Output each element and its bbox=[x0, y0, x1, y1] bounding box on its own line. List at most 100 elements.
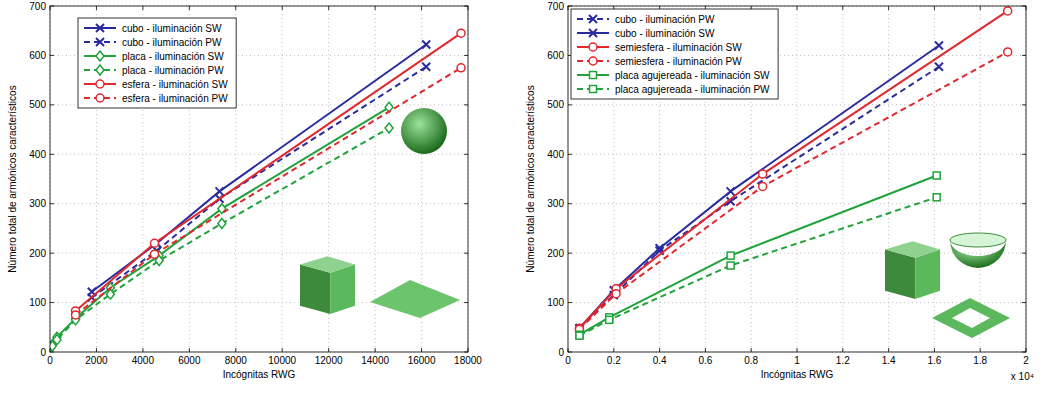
tick-label: 8000 bbox=[225, 355, 248, 366]
legend-label: placa agujereada - iluminación SW bbox=[615, 70, 770, 81]
marker bbox=[422, 63, 430, 71]
panel: 00.20.40.60.811.21.41.61.820100200300400… bbox=[525, 1, 1034, 383]
icon-sphere bbox=[401, 108, 447, 154]
legend-marker bbox=[590, 72, 597, 79]
tick-label: 0 bbox=[40, 347, 46, 358]
tick-label: 16000 bbox=[408, 355, 436, 366]
tick bbox=[934, 348, 935, 352]
tick-label: 2000 bbox=[85, 355, 108, 366]
tick-label: 12000 bbox=[315, 355, 343, 366]
tick bbox=[464, 104, 468, 105]
icon-cube bbox=[885, 250, 915, 300]
marker bbox=[576, 332, 583, 339]
icon-cube bbox=[300, 256, 355, 273]
tick-label: 0.4 bbox=[653, 355, 667, 366]
tick bbox=[142, 6, 143, 10]
series-line bbox=[579, 11, 1007, 328]
axis-title: Número total de armónicos característico… bbox=[7, 85, 18, 272]
series-line bbox=[52, 128, 389, 346]
tick bbox=[1022, 253, 1026, 254]
tick-label: 6000 bbox=[178, 355, 201, 366]
marker bbox=[727, 187, 735, 195]
tick bbox=[50, 55, 54, 56]
tick-label: 0 bbox=[565, 355, 571, 366]
grid-line bbox=[50, 55, 468, 56]
tick bbox=[705, 348, 706, 352]
series-line bbox=[579, 46, 939, 329]
legend-box bbox=[571, 9, 778, 99]
axes-frame bbox=[568, 6, 1026, 352]
grid-line bbox=[568, 203, 1026, 204]
marker bbox=[727, 262, 734, 269]
axis-title: Incógnitas RWG bbox=[223, 369, 296, 380]
tick bbox=[934, 6, 935, 10]
tick-label: 14000 bbox=[361, 355, 389, 366]
legend-label: placa - iluminación SW bbox=[122, 51, 224, 62]
legend-box bbox=[78, 18, 236, 108]
legend-marker bbox=[590, 86, 597, 93]
tick bbox=[980, 6, 981, 10]
tick bbox=[189, 6, 190, 10]
tick-label: 0 bbox=[47, 355, 53, 366]
grid-line bbox=[842, 6, 843, 352]
legend-label: cubo - iluminación PW bbox=[122, 37, 222, 48]
icon-hemisphere bbox=[950, 233, 1006, 247]
tick-label: 0 bbox=[558, 347, 564, 358]
icon-cube bbox=[885, 241, 940, 258]
grid-line bbox=[888, 6, 889, 352]
tick bbox=[142, 348, 143, 352]
legend-marker bbox=[589, 15, 597, 23]
marker bbox=[151, 239, 159, 247]
legend-label: esfera - iluminación SW bbox=[122, 79, 228, 90]
tick-label: 0.2 bbox=[607, 355, 621, 366]
tick bbox=[50, 203, 54, 204]
tick bbox=[375, 6, 376, 10]
icon-cube bbox=[330, 265, 355, 315]
legend-label: cubo - iluminación SW bbox=[122, 23, 222, 34]
legend-label: placa - iluminación PW bbox=[122, 65, 224, 76]
tick bbox=[96, 348, 97, 352]
tick bbox=[464, 154, 468, 155]
legend-label: semiesfera - iluminación SW bbox=[615, 42, 742, 53]
marker bbox=[72, 311, 80, 319]
marker bbox=[216, 187, 224, 195]
tick bbox=[1022, 203, 1026, 204]
tick-label: 100 bbox=[29, 297, 46, 308]
legend-marker bbox=[589, 43, 597, 51]
marker bbox=[606, 316, 613, 323]
grid-line bbox=[50, 253, 468, 254]
grid-line bbox=[50, 154, 468, 155]
tick-label: 4000 bbox=[132, 355, 155, 366]
tick bbox=[421, 6, 422, 10]
tick bbox=[568, 253, 572, 254]
tick-label: 100 bbox=[547, 297, 564, 308]
tick bbox=[568, 203, 572, 204]
marker bbox=[933, 194, 940, 201]
tick bbox=[1022, 302, 1026, 303]
marker bbox=[53, 335, 61, 345]
grid-line bbox=[568, 104, 1026, 105]
grid-line bbox=[568, 154, 1026, 155]
tick bbox=[282, 348, 283, 352]
legend-marker bbox=[589, 29, 597, 37]
marker bbox=[151, 250, 159, 258]
tick bbox=[613, 348, 614, 352]
tick bbox=[659, 348, 660, 352]
legend-marker bbox=[96, 65, 104, 75]
tick bbox=[375, 348, 376, 352]
legend: cubo - iluminación PWcubo - iluminación … bbox=[571, 9, 778, 99]
tick bbox=[464, 55, 468, 56]
tick bbox=[751, 348, 752, 352]
marker bbox=[1004, 48, 1012, 56]
series-line bbox=[579, 197, 936, 335]
tick bbox=[980, 348, 981, 352]
axis-multiplier: x 10⁴ bbox=[1011, 371, 1034, 382]
tick-label: 600 bbox=[547, 50, 564, 61]
tick bbox=[842, 6, 843, 10]
marker bbox=[385, 123, 393, 133]
plot-area bbox=[568, 6, 1026, 352]
tick-label: 300 bbox=[29, 198, 46, 209]
tick-label: 500 bbox=[29, 99, 46, 110]
marker bbox=[1004, 7, 1012, 15]
marker bbox=[935, 63, 943, 71]
